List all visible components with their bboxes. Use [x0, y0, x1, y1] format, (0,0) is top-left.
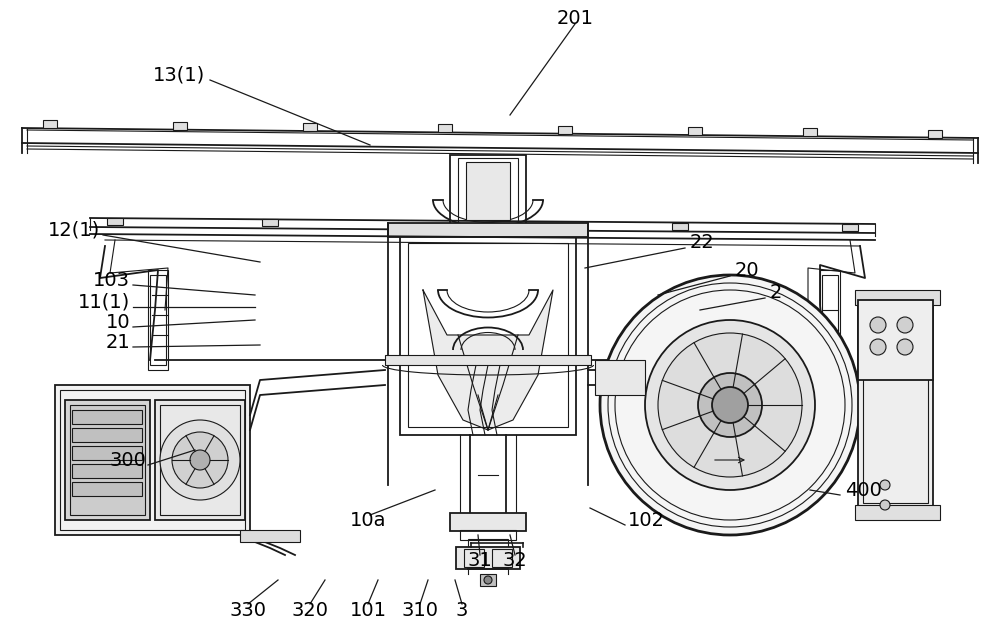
Bar [70, 405, 145, 515]
Circle shape [645, 320, 815, 490]
Bar [72, 482, 142, 496]
Circle shape [880, 330, 890, 340]
Bar [107, 218, 123, 225]
Bar [466, 162, 510, 220]
Text: 32: 32 [503, 550, 527, 570]
Circle shape [880, 480, 890, 490]
Bar [820, 270, 840, 370]
Bar [72, 446, 142, 460]
Bar [822, 275, 838, 365]
Text: 31: 31 [468, 550, 492, 570]
Bar [148, 270, 168, 370]
Circle shape [190, 450, 210, 470]
Bar [160, 405, 240, 515]
Bar [480, 574, 496, 586]
Text: 2: 2 [770, 282, 782, 302]
Circle shape [712, 387, 748, 423]
Bar [863, 307, 928, 503]
Text: 320: 320 [292, 601, 328, 619]
Bar [492, 549, 512, 567]
Bar [855, 290, 940, 305]
Bar [928, 129, 942, 138]
Bar [303, 123, 317, 131]
Bar [55, 385, 250, 535]
Text: 11(1): 11(1) [78, 293, 130, 311]
Bar [72, 464, 142, 478]
Circle shape [870, 317, 886, 333]
Bar [855, 505, 940, 520]
Text: 10a: 10a [350, 511, 386, 529]
Bar [858, 300, 933, 510]
Text: 3: 3 [456, 601, 468, 619]
Bar [60, 390, 245, 530]
Bar [450, 513, 526, 531]
Bar [385, 355, 591, 365]
Text: 13(1): 13(1) [153, 66, 205, 84]
Bar [388, 223, 588, 237]
Bar [155, 400, 245, 520]
Bar [173, 122, 187, 130]
Text: 12(1): 12(1) [48, 221, 100, 239]
Bar [558, 125, 572, 134]
Bar [803, 128, 817, 136]
Bar [595, 360, 645, 395]
Circle shape [897, 317, 913, 333]
Bar [72, 410, 142, 424]
Bar [438, 125, 452, 132]
Bar [43, 120, 57, 129]
Bar [672, 222, 688, 230]
Text: 330: 330 [230, 601, 266, 619]
Text: 300: 300 [110, 451, 146, 469]
Circle shape [172, 432, 228, 488]
Text: 10: 10 [105, 312, 130, 332]
Text: 400: 400 [845, 480, 882, 500]
Text: 22: 22 [690, 233, 715, 251]
Bar [464, 549, 484, 567]
Circle shape [484, 576, 492, 584]
Bar [150, 275, 166, 365]
Bar [468, 539, 508, 547]
Bar [408, 243, 568, 427]
Bar [460, 530, 516, 540]
Circle shape [160, 420, 240, 500]
Bar [72, 428, 142, 442]
Bar [65, 400, 150, 520]
Circle shape [600, 275, 860, 535]
Circle shape [897, 339, 913, 355]
Text: 201: 201 [556, 8, 594, 28]
Polygon shape [423, 290, 553, 430]
Text: 102: 102 [628, 511, 665, 529]
Bar [400, 235, 576, 435]
Bar [688, 127, 702, 135]
Bar [858, 300, 933, 380]
Circle shape [658, 333, 802, 477]
Bar [458, 158, 518, 224]
Text: 103: 103 [93, 271, 130, 289]
Bar [262, 219, 278, 226]
Text: 101: 101 [350, 601, 386, 619]
Circle shape [698, 373, 762, 437]
Text: 21: 21 [105, 332, 130, 352]
Circle shape [880, 310, 890, 320]
Text: 310: 310 [402, 601, 438, 619]
Circle shape [880, 500, 890, 510]
Bar [240, 530, 300, 542]
Bar [456, 547, 520, 569]
Bar [842, 224, 858, 231]
Text: 20: 20 [735, 260, 760, 280]
Circle shape [870, 339, 886, 355]
Bar [450, 155, 526, 227]
